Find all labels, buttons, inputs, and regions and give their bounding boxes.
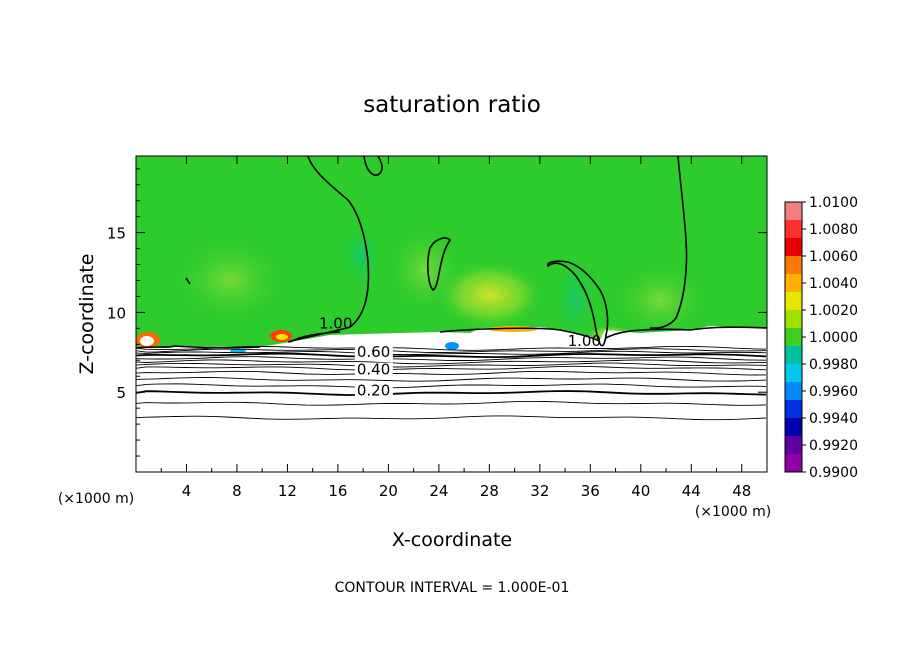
y-tick-label: 10 <box>107 304 126 322</box>
colorbar-segment <box>785 346 802 365</box>
contour-line <box>136 348 767 353</box>
contour-label-bg <box>354 383 393 399</box>
y-axis-unit: (×1000 m) <box>58 491 134 507</box>
colorbar-label: 0.9940 <box>809 411 858 427</box>
contour-lines <box>136 345 767 421</box>
x-tick-label: 48 <box>732 482 751 500</box>
contour-line <box>136 383 767 389</box>
field-anomaly-light <box>170 235 290 325</box>
contour-label: 0.40 <box>357 361 390 379</box>
field-anomaly-teal <box>550 255 600 345</box>
contour-line <box>136 415 767 421</box>
x-tick-label: 24 <box>429 482 448 500</box>
subsaturated-region <box>136 326 767 472</box>
colorbar-label: 0.9920 <box>809 438 858 454</box>
colorbar-segment <box>785 202 802 221</box>
x-tick-label: 20 <box>379 482 398 500</box>
contour-line <box>136 345 767 351</box>
contour-label-bg <box>354 345 393 361</box>
x-tick-label: 8 <box>232 482 242 500</box>
field-anomaly-yellow <box>385 225 465 315</box>
x-tick-label: 16 <box>328 482 347 500</box>
colorbar-segment <box>785 292 802 311</box>
colorbar-label: 1.0040 <box>809 276 858 292</box>
colorbar-segment <box>785 454 802 473</box>
y-tick-label: 15 <box>107 225 126 243</box>
anomaly-blue <box>230 349 246 353</box>
contour-1.00 <box>136 156 767 349</box>
colorbar-segment <box>785 310 802 329</box>
x-axis-title: X-coordinate <box>392 529 512 551</box>
contour-interval-note: CONTOUR INTERVAL = 1.000E-01 <box>335 580 570 596</box>
contour-line <box>136 352 767 359</box>
contour-line <box>136 350 767 356</box>
contour-line <box>136 370 767 376</box>
plot-area: 1.00 1.00 0.600.40 0.20 <box>136 156 767 472</box>
contour-line <box>136 390 767 396</box>
plot-frame <box>135 155 768 473</box>
x-tick-label: 40 <box>631 482 650 500</box>
colorbar-segment <box>785 364 802 383</box>
x-tick-label: 44 <box>682 482 701 500</box>
colorbar-labels: 1.0100 1.0080 1.0060 1.0040 1.0020 1.0000 0.99… <box>802 195 858 481</box>
colorbar-label: 0.9960 <box>809 384 858 400</box>
colorbar-label: 0.9900 <box>809 465 858 481</box>
contour-label: 1.00 <box>568 332 601 350</box>
contour-line <box>136 362 767 368</box>
colorbar <box>784 201 803 473</box>
colorbar-label: 0.9980 <box>809 357 858 373</box>
x-axis-ticks: 4 8 12 16 20 24 28 32 36 40 44 48 <box>160 156 751 500</box>
contour-line <box>136 359 767 365</box>
colorbar-segment <box>785 382 802 401</box>
colorbar-segment <box>785 220 802 239</box>
x-tick-label: 32 <box>530 482 549 500</box>
y-tick-label: 5 <box>116 384 126 402</box>
contour-line <box>136 377 767 382</box>
y-axis-title: Z-coordinate <box>76 254 98 375</box>
colorbar-segment <box>785 436 802 455</box>
anomaly-blue <box>445 342 459 350</box>
anomaly-red-core <box>276 334 288 340</box>
colorbar-segment <box>785 238 802 257</box>
contour-labels: 1.00 1.00 0.600.40 0.20 <box>319 314 601 399</box>
colorbar-label: 1.0060 <box>809 249 858 265</box>
contour-line <box>136 356 767 361</box>
field-anomaly-teal <box>335 220 385 290</box>
colorbar-segment <box>785 256 802 275</box>
colorbar-segment <box>785 274 802 293</box>
contour-label: 0.20 <box>357 381 390 399</box>
colorbar-segment <box>785 328 802 347</box>
x-tick-label: 4 <box>182 482 192 500</box>
contour-line <box>136 400 767 406</box>
colorbar-label: 1.0000 <box>809 330 858 346</box>
y-axis-ticks: 5 10 15 <box>107 168 767 457</box>
colorbar-label: 1.0080 <box>809 222 858 238</box>
x-axis-unit: (×1000 m) <box>695 504 771 520</box>
x-tick-label: 36 <box>581 482 600 500</box>
x-tick-label: 12 <box>278 482 297 500</box>
colorbar-label: 1.0100 <box>809 195 858 211</box>
chart-title: saturation ratio <box>363 92 541 118</box>
anomaly-red-core <box>140 336 154 346</box>
colorbar-segment <box>785 418 802 437</box>
contour-label: 1.00 <box>319 314 352 332</box>
contour-label: 0.60 <box>357 343 390 361</box>
colorbar-segment <box>785 400 802 419</box>
x-tick-label: 28 <box>480 482 499 500</box>
colorbar-label: 1.0020 <box>809 303 858 319</box>
contour-line <box>136 365 767 371</box>
contour-label-bg <box>354 362 393 378</box>
